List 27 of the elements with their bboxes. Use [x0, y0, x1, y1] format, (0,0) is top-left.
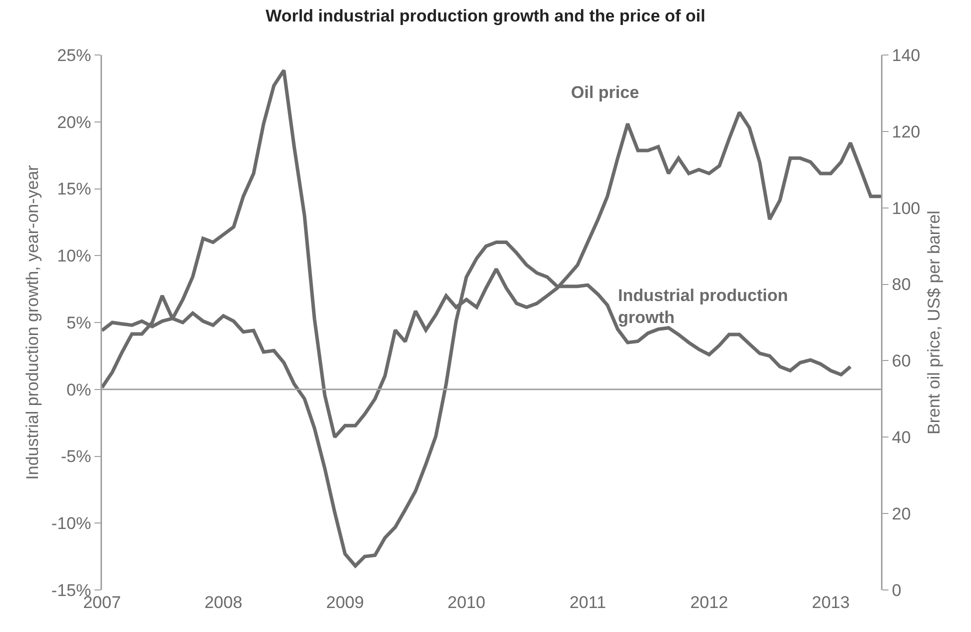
x-tick-label: 2013: [812, 593, 850, 612]
y2-tick-label: 80: [892, 275, 911, 294]
y2-tick-label: 100: [892, 198, 920, 218]
y-axis-title: Industrial production growth, year-on-year: [23, 164, 42, 480]
series-label: Industrial production growth: [618, 286, 788, 328]
y2-axis-title: Brent oil price, US$ per barrel: [924, 210, 944, 434]
y-tick-label: -10%: [51, 514, 92, 534]
y-tick-label: 20%: [57, 112, 92, 132]
x-tick-label: 2009: [326, 593, 364, 612]
chart-title: World industrial production growth and the price of oil: [266, 6, 706, 26]
y-tick-label: 0%: [66, 380, 92, 400]
y-tick-label: 5%: [66, 313, 92, 332]
y2-tick-label: 0: [892, 580, 902, 600]
y2-tick-label: 60: [892, 352, 911, 371]
x-tick-label: 2008: [204, 593, 242, 612]
y2-tick-label: 140: [892, 46, 920, 65]
y-tick-label: 10%: [57, 246, 92, 266]
y2-tick-label: 20: [892, 504, 911, 524]
y-tick-label: 15%: [57, 180, 92, 199]
x-tick-label: 2011: [569, 593, 606, 612]
y2-tick-label: 40: [892, 428, 911, 448]
x-tick-label: 2012: [690, 593, 728, 612]
y-tick-label: -5%: [60, 447, 92, 466]
series-label: Oil price: [571, 83, 640, 102]
y2-tick-label: 120: [892, 122, 920, 142]
x-tick-label: 2010: [447, 593, 486, 612]
y-tick-label: 25%: [57, 46, 92, 65]
